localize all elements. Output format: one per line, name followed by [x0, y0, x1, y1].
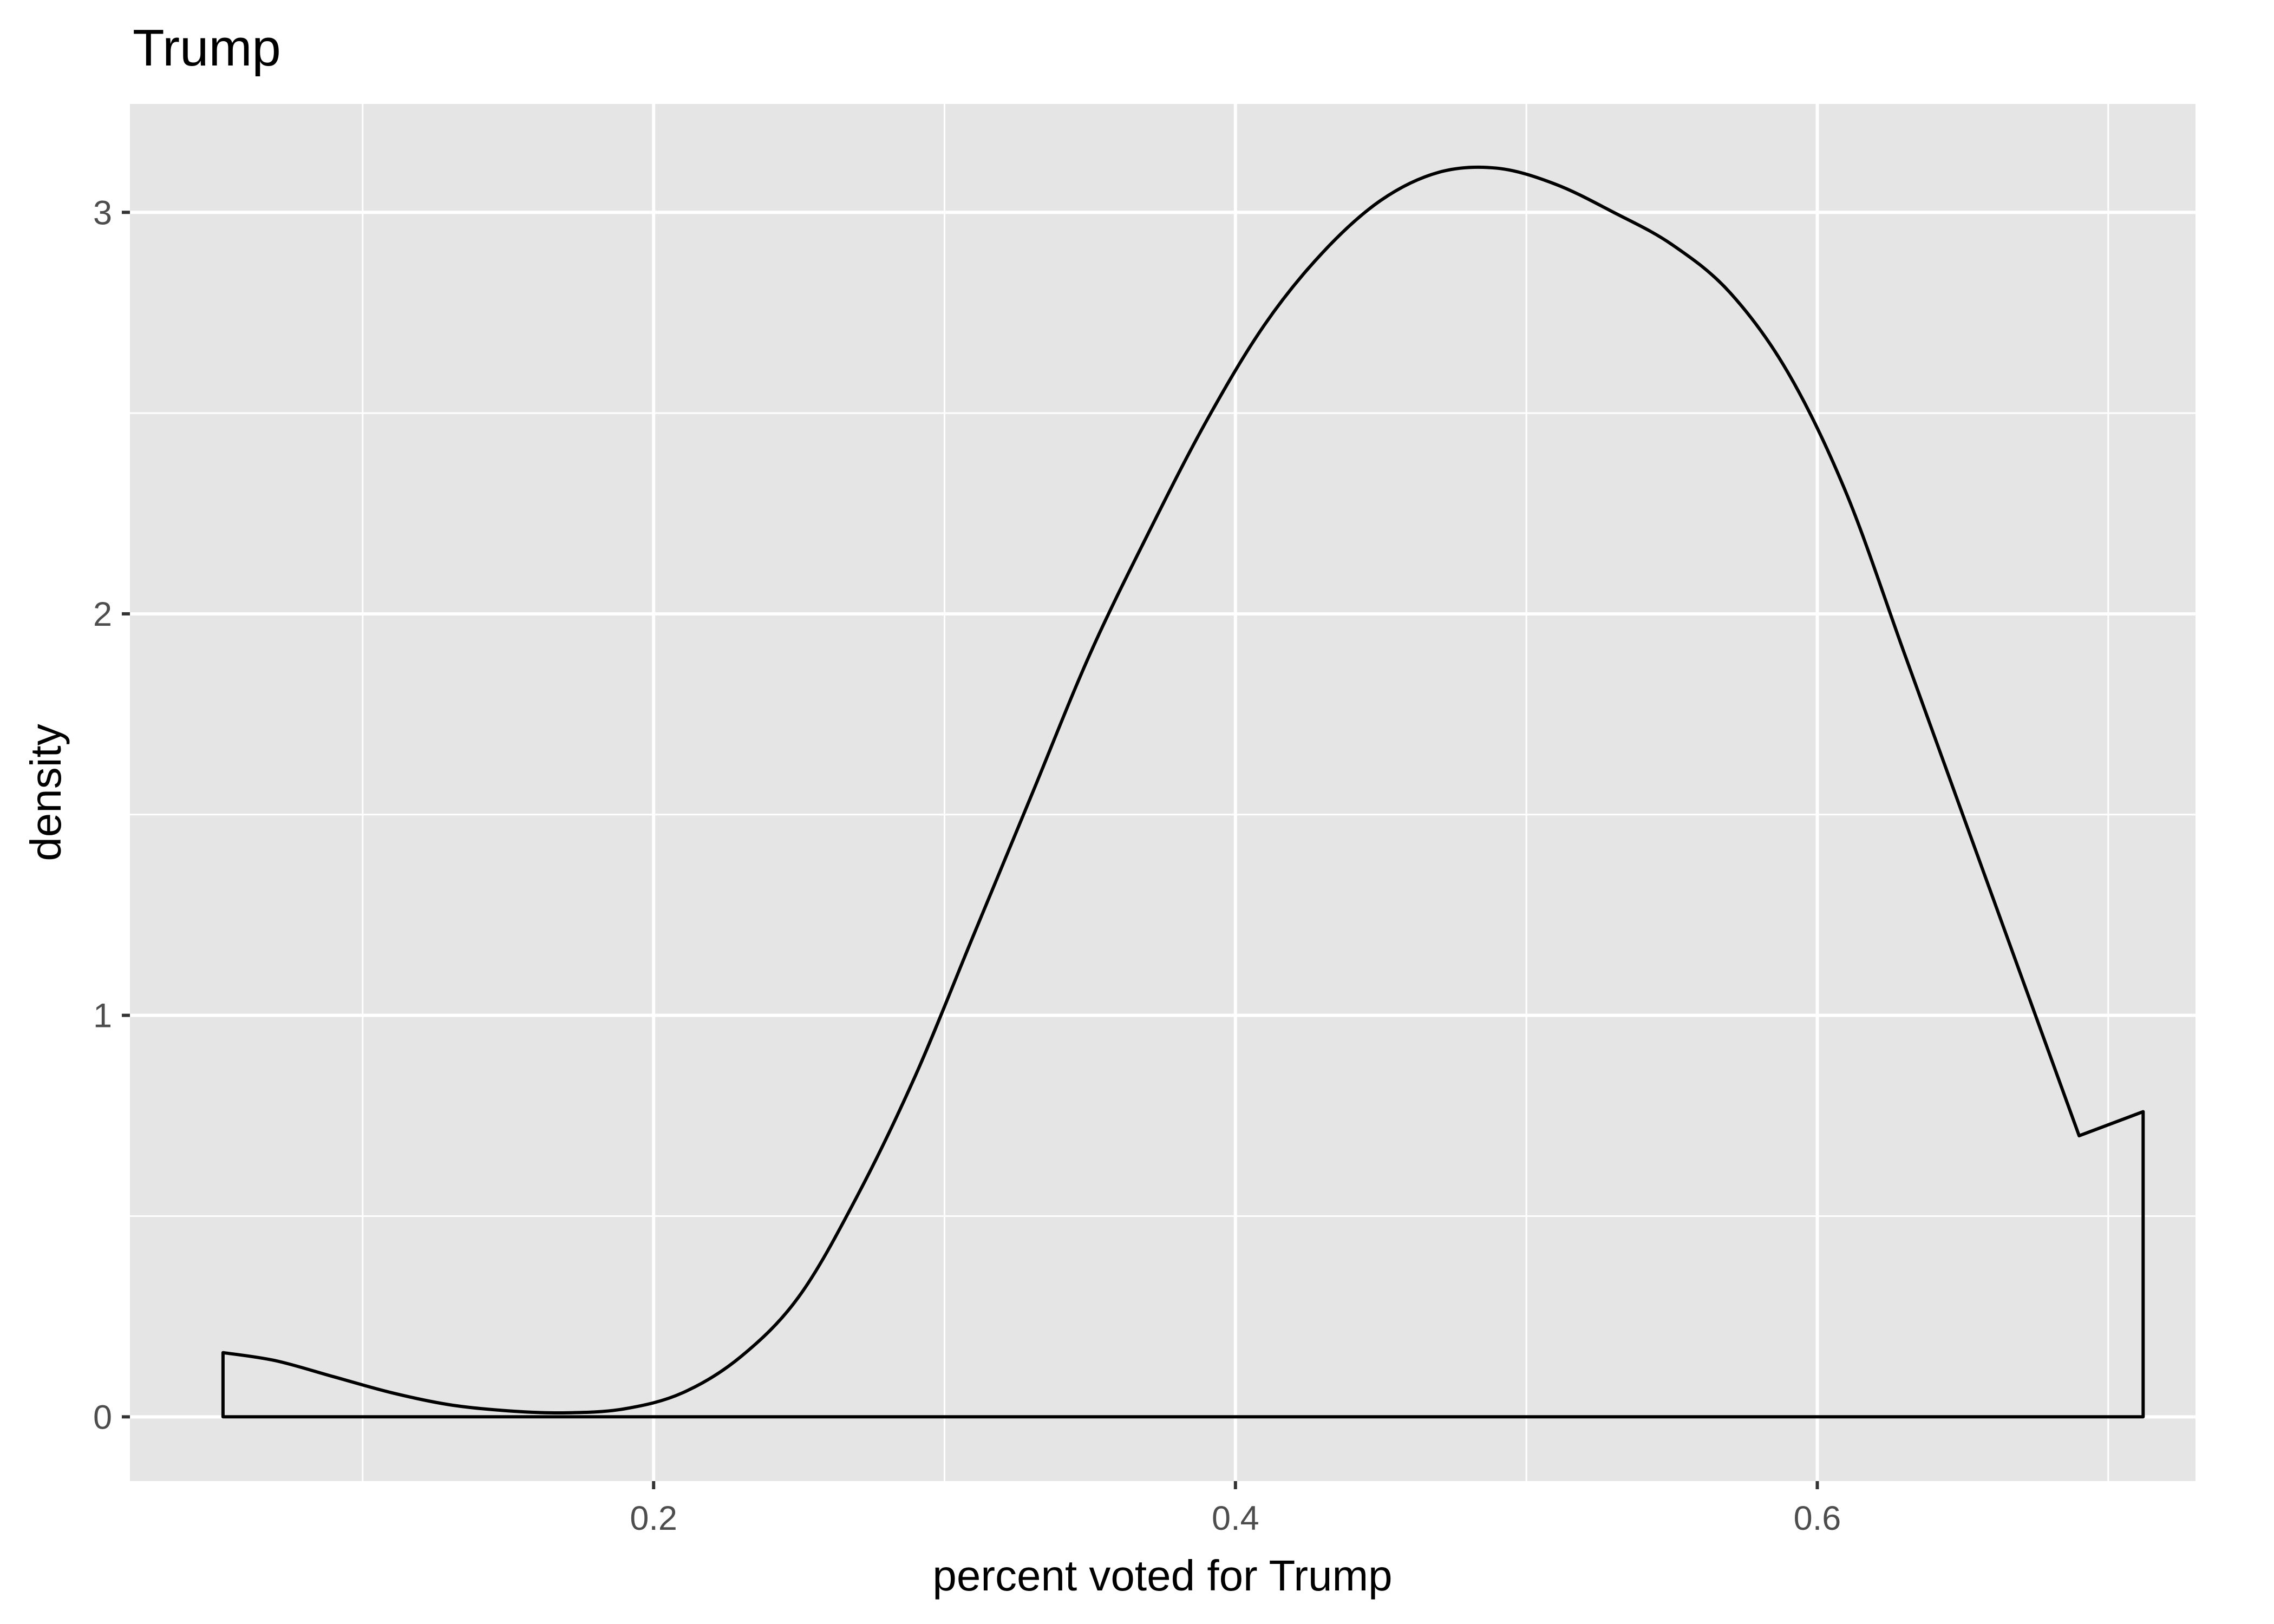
plot-panel — [130, 104, 2195, 1481]
chart-title: Trump — [133, 19, 281, 77]
x-tick-label: 0.2 — [630, 1499, 677, 1537]
minor-gridlines — [130, 104, 2195, 1481]
x-tick-label: 0.4 — [1212, 1499, 1259, 1537]
x-axis-title: percent voted for Trump — [932, 1551, 1392, 1600]
y-axis-title: density — [22, 724, 70, 861]
y-tick-label: 3 — [93, 194, 112, 232]
x-tick-label: 0.6 — [1794, 1499, 1841, 1537]
y-tick-label: 1 — [93, 997, 112, 1035]
y-tick-label: 2 — [93, 595, 112, 633]
density-curve — [221, 165, 2145, 1419]
y-axis: 0 1 2 3 — [93, 194, 130, 1436]
x-axis: 0.2 0.4 0.6 — [630, 1481, 1841, 1537]
y-tick-label: 0 — [93, 1398, 112, 1436]
